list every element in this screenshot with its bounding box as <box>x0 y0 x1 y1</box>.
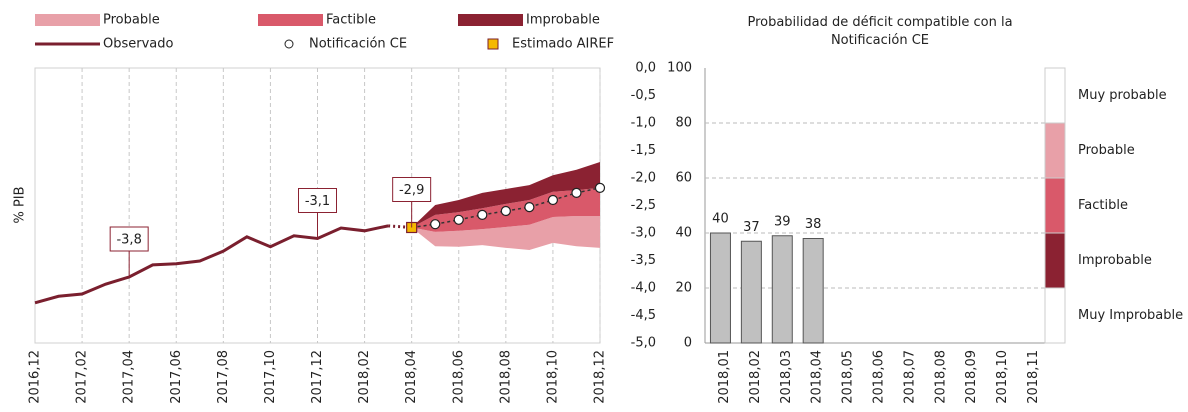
x-tick-label: 2016,12 <box>28 350 43 404</box>
y-tick-label: -0,5 <box>631 88 656 103</box>
zone <box>1044 232 1066 289</box>
data-label: 38 <box>805 217 822 232</box>
y-tick-label: -5,0 <box>631 336 656 351</box>
y-tick-label: -1,0 <box>631 116 656 131</box>
legend-swatch <box>35 14 100 26</box>
legend-label: Factible <box>326 13 376 28</box>
data-label: 37 <box>743 220 760 235</box>
legend-swatch <box>458 14 523 26</box>
x-tick-label: 2018,03 <box>779 350 794 404</box>
legend-label: Improbable <box>526 13 600 28</box>
bar <box>740 240 762 344</box>
notification-point <box>524 202 535 213</box>
legend-swatch <box>487 38 499 50</box>
bar <box>771 235 793 344</box>
notification-point <box>477 209 488 220</box>
x-tick-label: 2018,01 <box>717 350 732 404</box>
zone <box>1044 67 1066 124</box>
zone <box>1044 177 1066 234</box>
notification-point <box>500 205 511 217</box>
title-line: Notificación CE <box>831 33 929 48</box>
x-tick-label: 2018,10 <box>545 350 560 404</box>
notification-point <box>547 194 559 206</box>
callout-box <box>392 177 432 202</box>
legend-label: Probable <box>103 13 160 28</box>
x-tick-label: 2018,06 <box>451 350 466 404</box>
zone <box>1044 122 1066 179</box>
x-tick-label: 2017,06 <box>169 350 184 404</box>
y-tick-label: -1,5 <box>631 143 656 158</box>
fan-band <box>411 162 600 228</box>
x-tick-label: 2018,04 <box>404 350 419 404</box>
x-tick-label: 2018,04 <box>810 350 825 404</box>
chart-title: Probabilidad de déficit compatible con l… <box>747 15 1012 48</box>
y-tick-label: -4,0 <box>631 281 656 296</box>
connector <box>388 224 412 229</box>
legend-label: Estimado AIREF <box>512 37 614 52</box>
x-tick-label: 2017,02 <box>75 350 90 404</box>
y-tick-label: -3,5 <box>631 253 656 268</box>
observed-line <box>34 224 389 305</box>
x-tick-label: 2018,11 <box>1026 350 1041 404</box>
y-tick-label: 20 <box>675 281 692 296</box>
x-tick-label: 2018,02 <box>357 350 372 404</box>
bar <box>802 238 824 344</box>
legend-label: Notificación CE <box>309 37 407 52</box>
callout-box <box>298 188 337 213</box>
x-tick-label: 2018,10 <box>995 350 1010 404</box>
y-tick-label: -2,5 <box>631 198 656 213</box>
y-tick-label: 0 <box>684 336 692 351</box>
x-tick-label: 2018,09 <box>964 350 979 404</box>
data-label: 39 <box>774 214 791 229</box>
y-tick-label: 100 <box>667 61 692 76</box>
y-tick-label: 0,0 <box>635 61 656 76</box>
zone <box>1044 287 1066 344</box>
notification-point <box>594 182 606 193</box>
legend-label: Observado <box>103 37 174 52</box>
x-tick-label: 2017,08 <box>216 350 231 404</box>
legend-swatch <box>284 39 294 49</box>
zone-label: Muy Improbable <box>1078 308 1183 323</box>
y-axis-label: % PIB <box>13 186 28 223</box>
x-tick-label: 2018,08 <box>933 350 948 404</box>
x-tick-label: 2017,12 <box>310 350 325 404</box>
zone-label: Improbable <box>1078 253 1152 268</box>
y-tick-label: 60 <box>675 171 692 186</box>
title-line: Probabilidad de déficit compatible con l… <box>747 15 1012 30</box>
callout-box <box>109 226 149 252</box>
zone-label: Muy probable <box>1078 88 1167 103</box>
x-tick-label: 2018,08 <box>498 350 513 404</box>
x-tick-label: 2018,02 <box>748 350 763 404</box>
x-tick-label: 2018,12 <box>593 350 608 404</box>
notification-trend <box>411 187 601 229</box>
data-label: -3,1 <box>305 194 330 209</box>
legend-swatch <box>258 14 323 26</box>
notification-point <box>571 187 582 198</box>
bar <box>709 232 731 344</box>
data-label: -3,8 <box>116 233 141 248</box>
y-tick-label: 40 <box>675 226 692 241</box>
zone-label: Probable <box>1078 143 1135 158</box>
y-tick-label: -2,0 <box>631 171 656 186</box>
notification-point <box>430 219 441 230</box>
data-label: -2,9 <box>399 183 424 198</box>
y-tick-label: 80 <box>675 116 692 131</box>
data-label: 40 <box>712 212 729 227</box>
notification-point <box>453 214 464 225</box>
y-tick-label: -3,0 <box>631 226 656 241</box>
x-tick-label: 2017,10 <box>263 350 278 404</box>
x-tick-label: 2018,05 <box>841 350 856 404</box>
x-tick-label: 2017,04 <box>122 350 137 404</box>
y-tick-label: -4,5 <box>631 308 656 323</box>
fan-band <box>411 215 600 251</box>
x-tick-label: 2018,06 <box>872 350 887 404</box>
x-tick-label: 2018,07 <box>902 350 917 404</box>
zone-label: Factible <box>1078 198 1128 213</box>
